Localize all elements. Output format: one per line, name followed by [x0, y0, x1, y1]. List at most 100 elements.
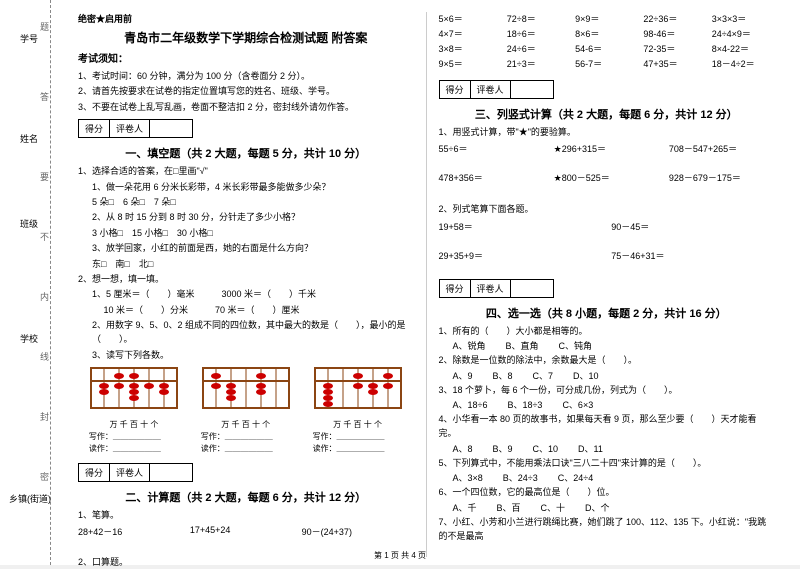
seal-mark: 密 — [40, 470, 49, 483]
q2-stem: 2、想一想，填一填。 — [78, 272, 414, 286]
calc-item: 19+58＝ — [439, 220, 602, 233]
read-line: 读作：＿＿＿＿＿＿ — [89, 443, 179, 454]
notice-item: 2、请首先按要求在试卷的指定位置填写您的姓名、班级、学号。 — [78, 84, 414, 98]
oral-grid: 5×6＝72÷8＝9×9＝22÷36＝3×3×3＝ 4×7＝18÷6＝8×6＝9… — [439, 12, 775, 70]
calc-item: 75－46+31＝ — [611, 249, 774, 262]
seal-mark: 线 — [40, 350, 49, 363]
q2-1: 1、5 厘米＝（ ）毫米 3000 米＝（ ）千米 — [78, 287, 414, 301]
oral-item: 8×4-22＝ — [712, 42, 774, 55]
abacus-2: 万 千 百 十 个 写作：＿＿＿＿＿＿ 读作：＿＿＿＿＿＿ — [201, 366, 291, 455]
q2-1b: 10 米＝（ ）分米 70 米＝（ ）厘米 — [78, 303, 414, 317]
abacus-1: 万 千 百 十 个 写作：＿＿＿＿＿＿ 读作：＿＿＿＿＿＿ — [89, 366, 179, 455]
abacus-digits: 万 千 百 十 个 — [313, 419, 403, 430]
oral-item: 9×9＝ — [575, 12, 637, 25]
oral-item: 24÷6＝ — [507, 42, 569, 55]
write-line: 写作：＿＿＿＿＿＿ — [201, 431, 291, 442]
q1-stem: 1、选择合适的答案，在□里画"√" — [78, 164, 414, 178]
seal-mark: 封 — [40, 410, 49, 423]
calc-item: 17+45+24 — [190, 525, 302, 538]
calc-item: 90－(24+37) — [302, 525, 414, 538]
q1-2-opts: 3 小格□ 15 小格□ 30 小格□ — [78, 226, 414, 240]
q3-1-stem: 1、用竖式计算，带"★"的要验算。 — [439, 125, 775, 139]
score-blank — [150, 120, 192, 137]
oral-item: 47+35＝ — [643, 57, 705, 70]
binding-label-school: 学校 — [20, 330, 38, 347]
calc1-stem: 1、笔算。 — [78, 508, 414, 522]
exam-title: 青岛市二年级数学下学期综合检测试题 附答案 — [78, 29, 414, 46]
oral-item: 3×3×3＝ — [712, 12, 774, 25]
notice-header: 考试须知： — [78, 50, 414, 65]
q4-5: 5、下列算式中，不能用乘法口诀"三八二十四"来计算的是（ ）。 — [439, 456, 775, 470]
q4-3: 3、18 个萝卜，每 6 个一份，可分成几份，列式为（ ）。 — [439, 383, 775, 397]
calc-item: ★296+315＝ — [554, 142, 659, 155]
secret-label: 绝密★启用前 — [78, 12, 414, 25]
oral-item: 72-35＝ — [643, 42, 705, 55]
score-blank — [150, 464, 192, 481]
write-line: 写作：＿＿＿＿＿＿ — [313, 431, 403, 442]
seal-mark: 要 — [40, 170, 49, 183]
oral-item: 22÷36＝ — [643, 12, 705, 25]
q3-2-grid: 19+58＝ 90－45＝ — [439, 220, 775, 233]
oral-item: 24÷4×9＝ — [712, 27, 774, 40]
abacus-digits: 万 千 百 十 个 — [89, 419, 179, 430]
q3-2-stem: 2、列式笔算下面各题。 — [439, 202, 775, 216]
oral-item: 3×8＝ — [439, 42, 501, 55]
score-box: 得分 评卷人 — [439, 279, 554, 298]
write-line: 写作：＿＿＿＿＿＿ — [89, 431, 179, 442]
page-footer: 第 1 页 共 4 页 — [0, 550, 800, 561]
left-column: 绝密★启用前 青岛市二年级数学下学期综合检测试题 附答案 考试须知： 1、考试时… — [70, 12, 422, 557]
oral-item: 56-7＝ — [575, 57, 637, 70]
seal-mark: 答 — [40, 90, 49, 103]
score-label: 得分 — [440, 280, 471, 297]
read-line: 读作：＿＿＿＿＿＿ — [201, 443, 291, 454]
q1-1: 1、做一朵花用 6 分米长彩带，4 米长彩带最多能做多少朵？ — [78, 180, 414, 194]
binding-margin: 学号 姓名 班级 学校 乡镇(街道) 题 答 要 不 内 线 封 密 — [0, 0, 60, 565]
score-box: 得分 评卷人 — [78, 463, 193, 482]
score-label: 得分 — [440, 81, 471, 98]
seal-mark: 不 — [40, 230, 49, 243]
marker-label: 评卷人 — [471, 81, 511, 98]
q4-7: 7、小红、小芳和小兰进行跳绳比赛，她们跳了 100、112、135 下。小红说：… — [439, 515, 775, 544]
section-1-header: 一、填空题（共 2 大题，每题 5 分，共计 10 分） — [78, 145, 414, 161]
q1-3-opts: 东□ 南□ 北□ — [78, 257, 414, 271]
section-3-header: 三、列竖式计算（共 2 大题，每题 6 分，共计 12 分） — [439, 106, 775, 122]
oral-item: 54-6＝ — [575, 42, 637, 55]
q4-1-opts: A、锐角B、直角C、钝角 — [439, 339, 775, 352]
binding-label-town: 乡镇(街道) — [6, 490, 54, 507]
q4-1: 1、所有的（ ）大小都是相等的。 — [439, 324, 775, 338]
calc1-items: 28+42－16 17+45+24 90－(24+37) — [78, 525, 414, 538]
q4-6-opts: A、千B、百C、十D、个 — [439, 501, 775, 514]
q1-3: 3、放学回家，小红的前面是西，她的右面是什么方向？ — [78, 241, 414, 255]
oral-item: 72÷8＝ — [507, 12, 569, 25]
q4-5-opts: A、3×8B、24÷3C、24÷4 — [439, 471, 775, 484]
section-4-header: 四、选一选（共 8 小题，每题 2 分，共计 16 分） — [439, 305, 775, 321]
calc-item: 478+356＝ — [439, 171, 544, 184]
oral-item: 4×7＝ — [439, 27, 501, 40]
binding-label-class: 班级 — [20, 215, 38, 232]
q4-2-opts: A、9B、8C、7D、10 — [439, 369, 775, 382]
calc-item: 928－679－175＝ — [669, 171, 774, 184]
seal-mark: 题 — [40, 20, 49, 33]
oral-item: 98-46＝ — [643, 27, 705, 40]
q3-1-grid2: 478+356＝ ★800－525＝ 928－679－175＝ — [439, 171, 775, 184]
oral-item: 8×6＝ — [575, 27, 637, 40]
binding-label-name: 姓名 — [20, 130, 38, 147]
abacus-row: 万 千 百 十 个 写作：＿＿＿＿＿＿ 读作：＿＿＿＿＿＿ 万 千 百 十 个 … — [78, 366, 414, 455]
oral-item: 21÷3＝ — [507, 57, 569, 70]
q1-1-opts: 5 朵□ 6 朵□ 7 朵□ — [78, 195, 414, 209]
oral-item: 18÷6＝ — [507, 27, 569, 40]
score-blank — [511, 81, 553, 98]
oral-item: 18－4÷2＝ — [712, 57, 774, 70]
abacus-3: 万 千 百 十 个 写作：＿＿＿＿＿＿ 读作：＿＿＿＿＿＿ — [313, 366, 403, 455]
q4-6: 6、一个四位数，它的最高位是（ ）位。 — [439, 485, 775, 499]
q4-2: 2、除数是一位数的除法中，余数最大是（ ）。 — [439, 353, 775, 367]
marker-label: 评卷人 — [471, 280, 511, 297]
calc-item: 29+35+9＝ — [439, 249, 602, 262]
q4-4: 4、小华看一本 80 页的故事书，如果每天看 9 页，那么至少要（ ）天才能看完… — [439, 412, 775, 441]
binding-label-id: 学号 — [20, 30, 38, 47]
q4-3-opts: A、18÷6B、18÷3C、6×3 — [439, 398, 775, 411]
q2-3: 3、读写下列各数。 — [78, 348, 414, 362]
right-column: 5×6＝72÷8＝9×9＝22÷36＝3×3×3＝ 4×7＝18÷6＝8×6＝9… — [426, 12, 783, 557]
abacus-digits: 万 千 百 十 个 — [201, 419, 291, 430]
marker-label: 评卷人 — [110, 464, 150, 481]
